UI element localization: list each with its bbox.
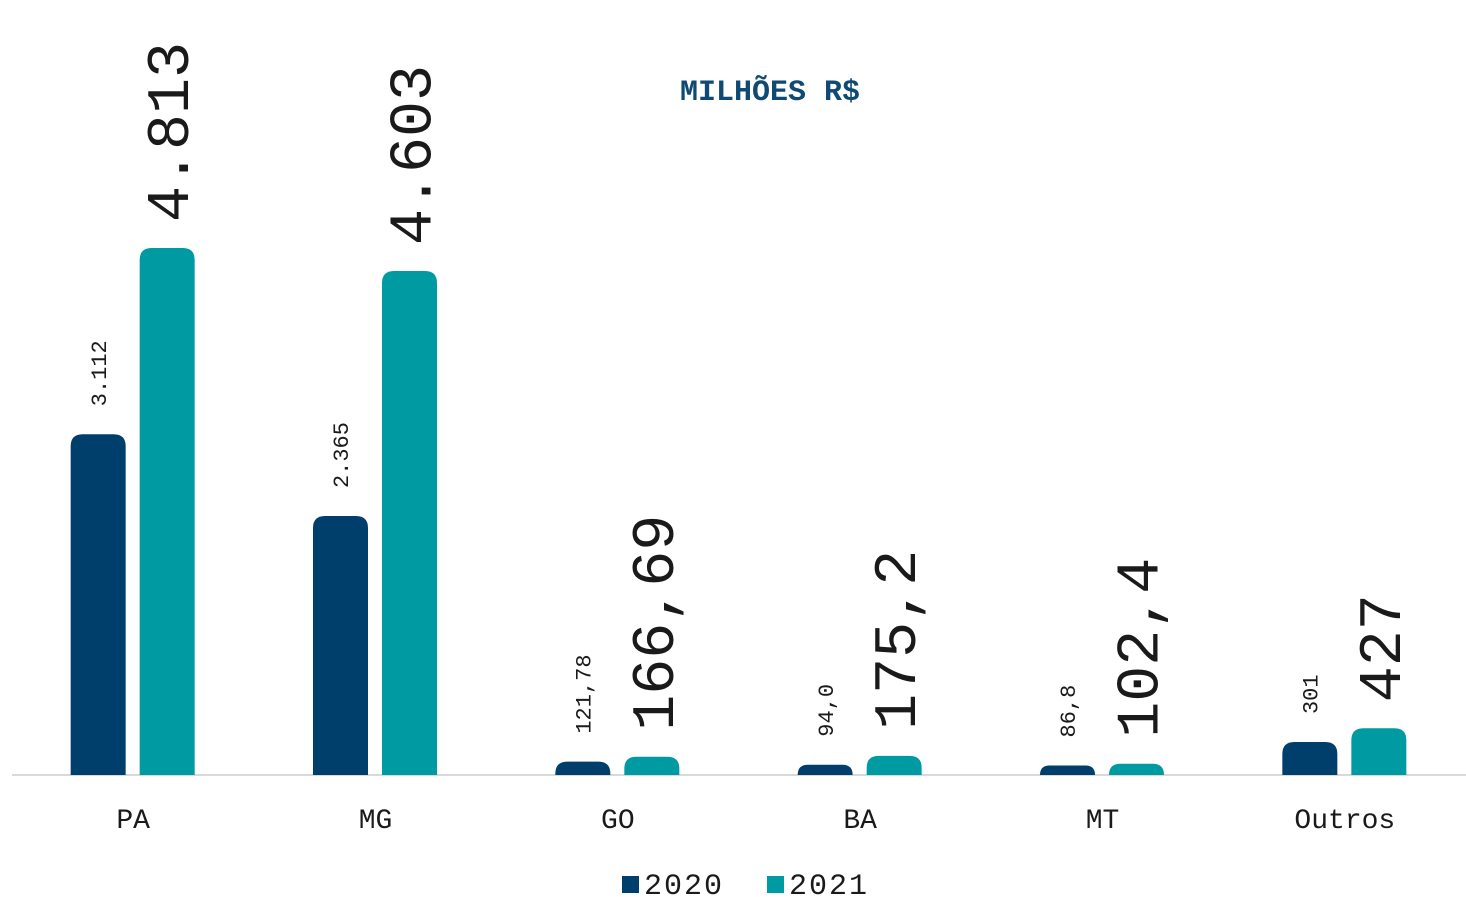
- data-label: 4.603: [382, 65, 450, 245]
- x-tick-label: Outros: [1294, 806, 1395, 837]
- legend-swatch: [622, 876, 639, 893]
- legend-label: 2021: [789, 870, 869, 897]
- data-label: 94,0: [815, 684, 840, 737]
- data-label: 166,69: [624, 515, 692, 731]
- bar: [1109, 763, 1164, 775]
- bar: [866, 755, 922, 775]
- data-label: 427: [1351, 594, 1419, 702]
- bar: [797, 764, 853, 775]
- legend-swatch: [767, 876, 784, 893]
- bar: [1351, 728, 1407, 775]
- bar: [139, 248, 195, 775]
- bar: [313, 516, 368, 775]
- x-tick-label: GO: [601, 806, 635, 837]
- data-label: 3.112: [88, 340, 113, 406]
- data-label: 175,2: [866, 550, 934, 730]
- data-label: 102,4: [1109, 558, 1177, 738]
- x-tick-label: MT: [1086, 806, 1120, 837]
- data-label: 301: [1300, 674, 1325, 714]
- bar: [624, 756, 680, 775]
- legend-label: 2020: [644, 870, 724, 897]
- x-tick-label: PA: [116, 806, 150, 837]
- chart-title: MILHÕES R$: [680, 75, 860, 110]
- x-tick-label: MG: [359, 806, 393, 837]
- data-label: 4.813: [139, 42, 207, 222]
- data-label: 2.365: [330, 422, 355, 488]
- data-label: 121,78: [573, 654, 598, 733]
- bar: [1282, 742, 1338, 775]
- bar: [1040, 765, 1095, 775]
- data-label: 86,8: [1057, 685, 1082, 738]
- bar: [70, 434, 126, 775]
- x-tick-label: BA: [843, 806, 877, 837]
- bar: [555, 761, 611, 775]
- bar: [382, 270, 437, 775]
